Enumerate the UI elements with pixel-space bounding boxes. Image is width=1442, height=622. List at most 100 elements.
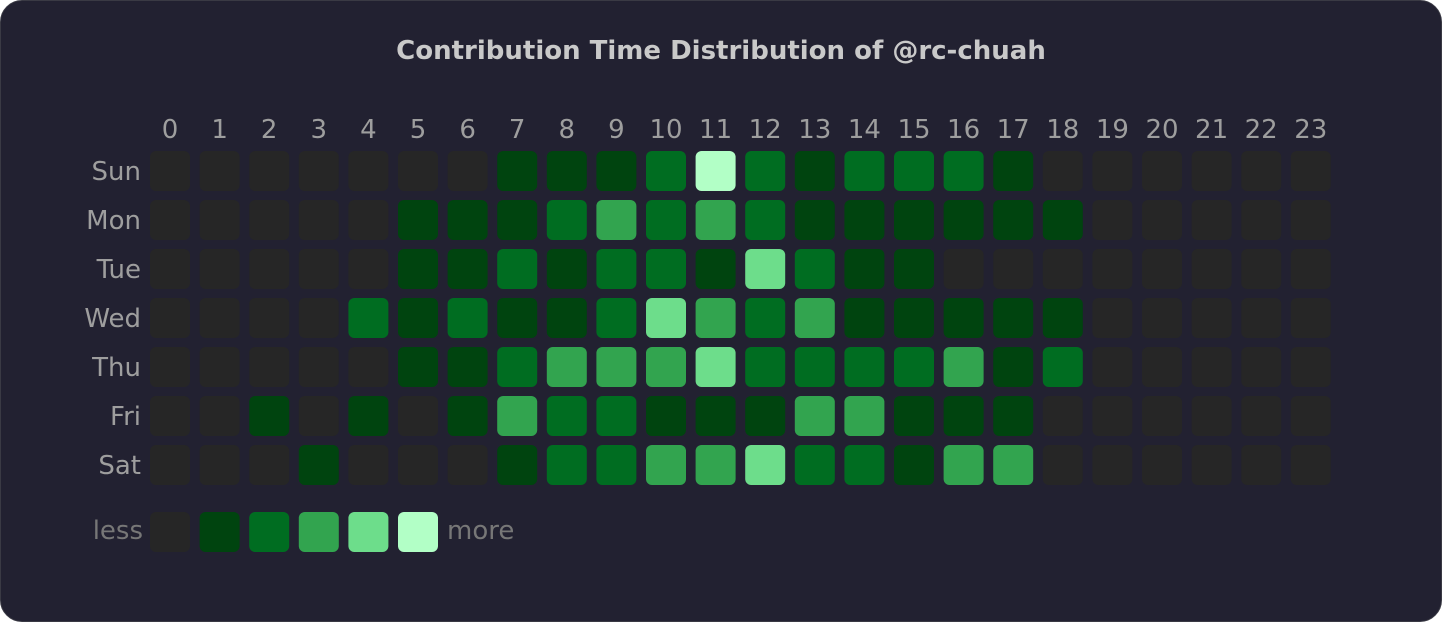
heatmap-cell — [398, 249, 438, 289]
hour-label: 14 — [848, 115, 881, 145]
hour-label: 22 — [1245, 115, 1278, 145]
heatmap-cell — [894, 249, 934, 289]
heatmap-cell — [497, 249, 538, 289]
heatmap-cell — [596, 151, 637, 191]
legend-swatch — [150, 512, 190, 552]
heatmap-cell — [150, 347, 190, 387]
heatmap-cell — [546, 396, 587, 436]
hour-label: 4 — [360, 115, 377, 145]
heatmap-cell — [249, 200, 290, 240]
heatmap-cell — [1290, 200, 1331, 240]
heatmap-cell — [646, 200, 686, 240]
heatmap-cell — [298, 445, 339, 485]
heatmap-cell — [1142, 151, 1182, 191]
heatmap-cell — [794, 249, 835, 289]
hour-label: 1 — [211, 115, 228, 145]
heatmap-cell — [1092, 445, 1133, 485]
heatmap-cell — [199, 445, 240, 485]
heatmap-cell — [1290, 396, 1331, 436]
hour-label: 5 — [410, 115, 427, 145]
hour-label: 2 — [261, 115, 278, 145]
heatmap-cell — [1191, 298, 1232, 338]
heatmap-cell — [447, 347, 488, 387]
day-label: Mon — [86, 206, 141, 236]
heatmap-cell — [150, 200, 190, 240]
heatmap-cell — [199, 200, 240, 240]
heatmap-cell — [398, 445, 438, 485]
hour-label: 12 — [749, 115, 782, 145]
heatmap-cell — [546, 347, 587, 387]
heatmap-cell — [249, 445, 290, 485]
heatmap-cell — [745, 200, 786, 240]
heatmap-cell — [844, 396, 885, 436]
heatmap-cell — [993, 298, 1034, 338]
heatmap-cell — [646, 396, 686, 436]
heatmap-cell — [249, 347, 290, 387]
heatmap-cell — [150, 249, 190, 289]
heatmap-cell — [1042, 445, 1083, 485]
heatmap-cell — [943, 200, 984, 240]
heatmap-cell — [646, 298, 686, 338]
heatmap-cell — [1092, 151, 1133, 191]
heatmap-cell — [993, 396, 1034, 436]
heatmap-cell — [298, 151, 339, 191]
heatmap-cell — [1042, 151, 1083, 191]
legend-swatch — [249, 512, 290, 552]
heatmap-cell — [447, 200, 488, 240]
hour-label: 8 — [559, 115, 576, 145]
heatmap-cell — [1290, 151, 1331, 191]
heatmap-cell — [745, 298, 786, 338]
heatmap-cell — [943, 298, 984, 338]
chart-title: Contribution Time Distribution of @rc-ch… — [396, 36, 1046, 66]
day-label: Sat — [98, 451, 141, 481]
heatmap-cell — [298, 298, 339, 338]
heatmap-cell — [1191, 396, 1232, 436]
heatmap-cell — [745, 347, 786, 387]
hour-label: 0 — [162, 115, 179, 145]
heatmap-cell — [1092, 347, 1133, 387]
heatmap-cell — [894, 200, 934, 240]
heatmap-cell — [1191, 347, 1232, 387]
heatmap-cells — [150, 151, 1331, 485]
heatmap-cell — [1241, 347, 1282, 387]
heatmap-cell — [1042, 200, 1083, 240]
heatmap-cell — [497, 151, 538, 191]
heatmap-cell — [546, 151, 587, 191]
day-label: Wed — [84, 304, 141, 334]
hour-label: 15 — [897, 115, 930, 145]
heatmap-cell — [398, 347, 438, 387]
heatmap-cell — [596, 396, 637, 436]
hour-label: 23 — [1294, 115, 1327, 145]
hour-label: 18 — [1046, 115, 1079, 145]
heatmap-cell — [943, 445, 984, 485]
heatmap-cell — [398, 151, 438, 191]
heatmap-cell — [695, 200, 736, 240]
heatmap-cell — [695, 445, 736, 485]
heatmap-cell — [794, 298, 835, 338]
heatmap-cell — [298, 347, 339, 387]
heatmap-cell — [447, 298, 488, 338]
heatmap-cell — [596, 298, 637, 338]
heatmap-cell — [298, 249, 339, 289]
heatmap-cell — [398, 396, 438, 436]
heatmap-cell — [150, 445, 190, 485]
heatmap-cell — [497, 347, 538, 387]
heatmap-cell — [943, 347, 984, 387]
day-label: Thu — [91, 353, 141, 383]
heatmap-cell — [497, 445, 538, 485]
heatmap-cell — [894, 151, 934, 191]
heatmap-cell — [447, 396, 488, 436]
heatmap-cell — [943, 151, 984, 191]
hour-label: 10 — [649, 115, 682, 145]
hour-label: 20 — [1145, 115, 1178, 145]
heatmap-cell — [695, 298, 736, 338]
hour-label: 11 — [699, 115, 732, 145]
heatmap-cell — [1142, 249, 1182, 289]
heatmap-cell — [249, 396, 290, 436]
day-label: Fri — [110, 402, 141, 432]
heatmap-cell — [447, 151, 488, 191]
hour-label: 3 — [311, 115, 328, 145]
legend: less more — [93, 512, 514, 552]
heatmap-cell — [348, 298, 389, 338]
